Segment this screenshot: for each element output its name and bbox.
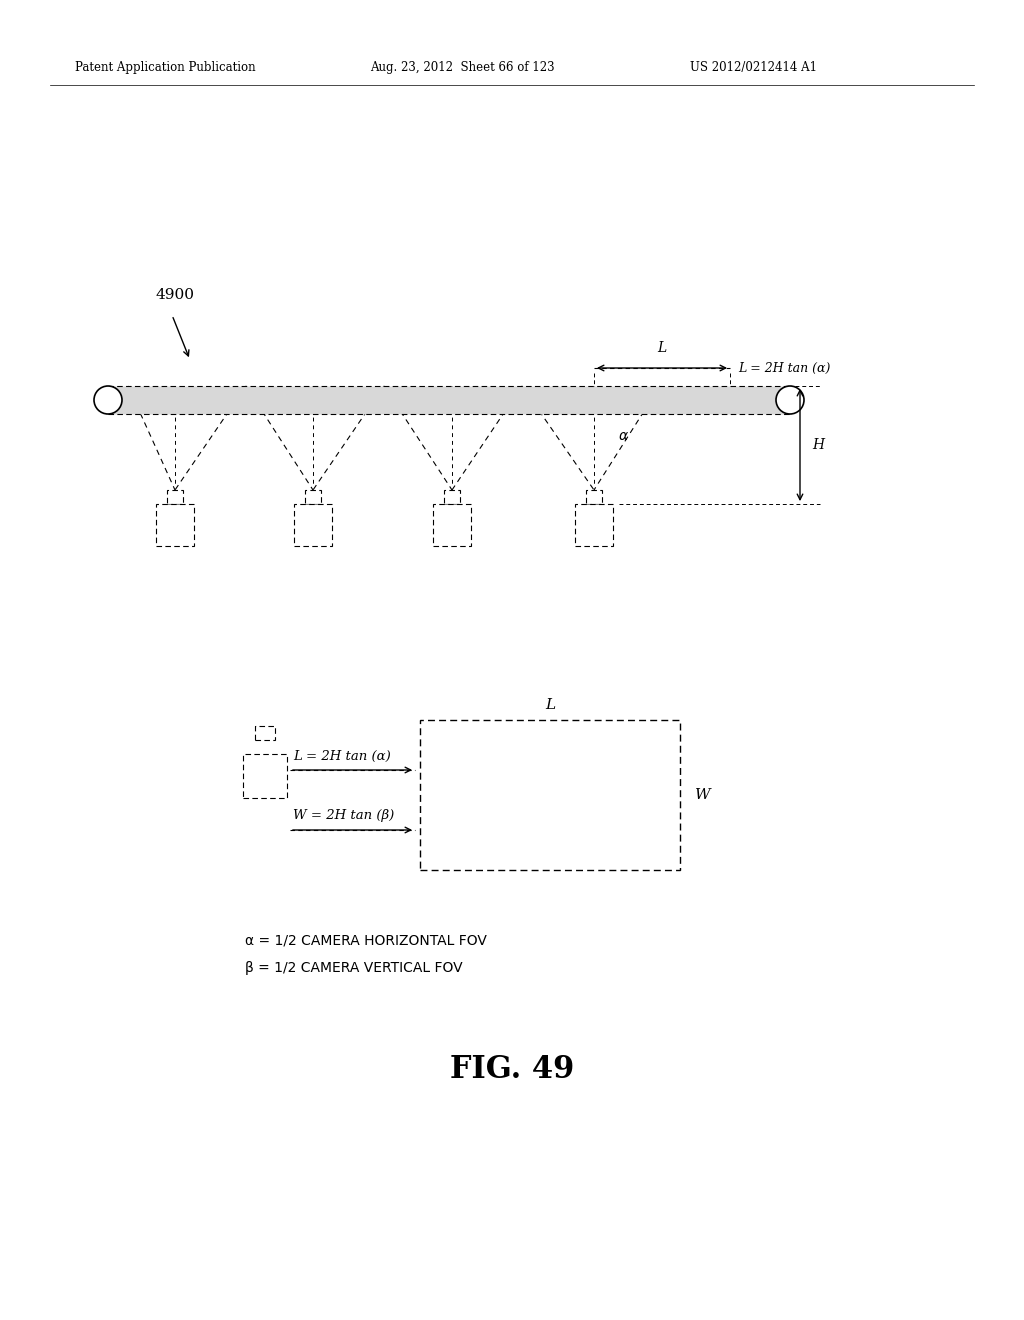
- Bar: [305, 490, 321, 504]
- Text: α = 1/2 CAMERA HORIZONTAL FOV: α = 1/2 CAMERA HORIZONTAL FOV: [245, 933, 486, 946]
- Ellipse shape: [776, 385, 804, 414]
- Bar: [444, 490, 460, 504]
- Bar: [156, 504, 194, 546]
- Bar: [255, 726, 275, 741]
- Bar: [586, 490, 602, 504]
- Text: 4900: 4900: [155, 288, 194, 302]
- Text: US 2012/0212414 A1: US 2012/0212414 A1: [690, 62, 817, 74]
- Text: Patent Application Publication: Patent Application Publication: [75, 62, 256, 74]
- Bar: [243, 754, 287, 799]
- Text: W = 2H tan (β): W = 2H tan (β): [293, 809, 394, 822]
- Text: W: W: [695, 788, 711, 803]
- Bar: [167, 490, 183, 504]
- Text: $\alpha$: $\alpha$: [618, 429, 629, 444]
- Ellipse shape: [94, 385, 122, 414]
- Text: L: L: [657, 341, 667, 355]
- Bar: [420, 719, 680, 870]
- Text: L = 2H tan (α): L = 2H tan (α): [293, 750, 391, 763]
- Bar: [294, 504, 332, 546]
- Bar: [433, 504, 471, 546]
- Text: β = 1/2 CAMERA VERTICAL FOV: β = 1/2 CAMERA VERTICAL FOV: [245, 961, 463, 975]
- Text: FIG. 49: FIG. 49: [450, 1055, 574, 1085]
- Bar: [575, 504, 613, 546]
- Text: L = 2H tan (α): L = 2H tan (α): [738, 362, 830, 375]
- Text: H: H: [812, 438, 824, 451]
- Bar: [108, 385, 790, 414]
- Text: L: L: [545, 698, 555, 711]
- Text: Aug. 23, 2012  Sheet 66 of 123: Aug. 23, 2012 Sheet 66 of 123: [370, 62, 555, 74]
